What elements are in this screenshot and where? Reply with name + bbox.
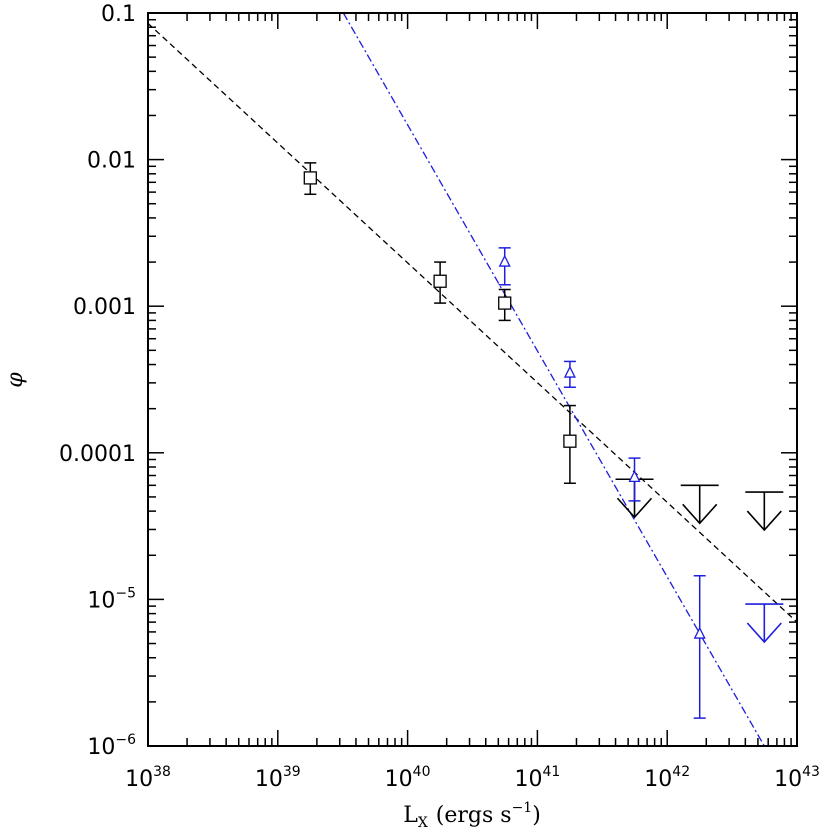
x-tick-label-exponent: 38 <box>153 764 171 780</box>
triangle-marker <box>563 365 576 378</box>
x-tick-label: 1039 <box>255 764 301 792</box>
triangle-marker <box>693 626 706 639</box>
square-marker <box>498 296 512 310</box>
x-tick-label: 1043 <box>774 764 820 792</box>
fit-line-1 <box>342 12 765 747</box>
x-tick-label-base: 10 <box>774 767 802 792</box>
y-tick-label: 10−6 <box>87 732 136 760</box>
x-tick-label-exponent: 40 <box>413 764 431 780</box>
data-marks <box>303 162 784 719</box>
triangle-marker <box>628 469 641 483</box>
y-tick-label-base: 10 <box>87 588 115 613</box>
x-tick-label-base: 10 <box>514 767 542 792</box>
upper-limit-arrow <box>682 503 718 525</box>
y-tick-label: 0.001 <box>73 295 136 320</box>
x-tick-label-base: 10 <box>385 767 413 792</box>
upper-limit-arrow <box>746 622 782 644</box>
x-axis-title: LX (ergs s−1) <box>403 800 541 831</box>
y-tick-label: 0.01 <box>87 149 136 174</box>
x-tick-label-exponent: 39 <box>283 764 301 780</box>
square-marker <box>303 171 317 185</box>
x-tick-label: 1042 <box>644 764 690 792</box>
x-tick-label: 1038 <box>125 764 171 792</box>
axis-ticks <box>147 13 797 747</box>
x-tick-label-exponent: 43 <box>802 764 820 780</box>
y-tick-label: 10−5 <box>87 585 136 613</box>
y-tick-label: 0.0001 <box>59 442 136 467</box>
y-tick-label: 0.1 <box>101 2 136 27</box>
triangle-marker <box>498 254 511 267</box>
fit-line-0 <box>147 22 798 623</box>
y-axis-title: φ <box>3 372 28 388</box>
y-tick-label-exponent: −6 <box>115 732 136 748</box>
x-tick-label-base: 10 <box>644 767 672 792</box>
square-marker <box>433 274 447 288</box>
fit-lines <box>147 12 798 747</box>
x-tick-label-base: 10 <box>125 767 153 792</box>
x-tick-label-base: 10 <box>255 767 283 792</box>
y-tick-label-base: 10 <box>87 735 115 760</box>
y-tick-label-exponent: −5 <box>115 585 136 601</box>
x-tick-label-exponent: 41 <box>542 764 560 780</box>
x-tick-label: 1041 <box>514 764 560 792</box>
x-tick-label: 1040 <box>385 764 431 792</box>
square-marker <box>563 434 577 448</box>
upper-limit-arrow <box>616 497 653 519</box>
plot-frame <box>147 12 798 747</box>
x-tick-label-exponent: 42 <box>672 764 690 780</box>
upper-limit-arrow <box>746 510 782 532</box>
tick-labels: 1038 1039 1040 1041 1042 10430.10.010.0010.00… <box>59 2 820 792</box>
